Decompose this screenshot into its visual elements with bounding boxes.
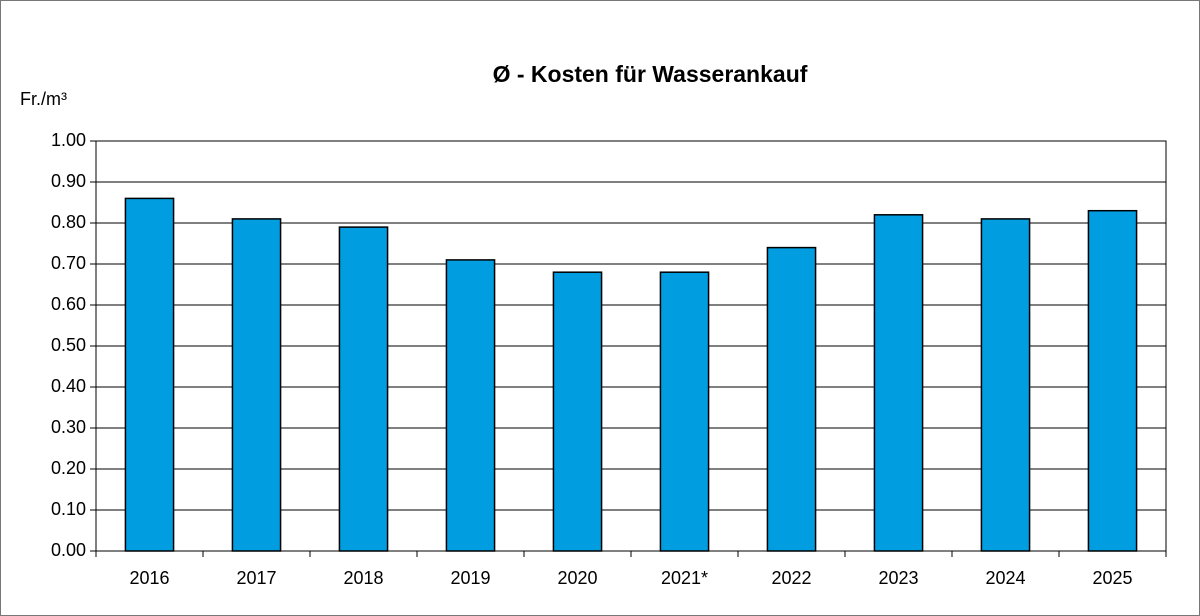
x-tick-label: 2025 <box>1092 568 1132 588</box>
x-tick-label: 2023 <box>878 568 918 588</box>
bar <box>338 226 389 552</box>
y-tick-label: 0.80 <box>51 212 86 232</box>
y-tick-label: 0.00 <box>51 540 86 560</box>
bar <box>445 259 496 552</box>
y-tick-label: 1.00 <box>51 130 86 150</box>
x-tick-label: 2020 <box>557 568 597 588</box>
x-tick-label: 2022 <box>771 568 811 588</box>
bar <box>124 197 175 552</box>
y-tick-label: 0.50 <box>51 335 86 355</box>
y-tick-label: 0.30 <box>51 417 86 437</box>
y-tick-label: 0.70 <box>51 253 86 273</box>
x-tick-label: 2018 <box>343 568 383 588</box>
bar <box>552 271 603 552</box>
bar <box>659 271 710 552</box>
bar <box>873 214 924 552</box>
x-tick-label: 2019 <box>450 568 490 588</box>
bar <box>231 218 282 552</box>
x-tick-label: 2017 <box>236 568 276 588</box>
bar <box>766 246 817 552</box>
x-tick-label: 2024 <box>985 568 1025 588</box>
x-tick-label: 2016 <box>129 568 169 588</box>
y-tick-label: 0.90 <box>51 171 86 191</box>
y-tick-label: 0.20 <box>51 458 86 478</box>
y-tick-label: 0.10 <box>51 499 86 519</box>
y-tick-label: 0.40 <box>51 376 86 396</box>
bar <box>980 218 1031 552</box>
chart-title: Ø - Kosten für Wasserankauf <box>493 61 808 87</box>
y-tick-label: 0.60 <box>51 294 86 314</box>
x-tick-label: 2021* <box>661 568 708 588</box>
y-axis-label: Fr./m³ <box>20 89 67 109</box>
bar <box>1087 209 1138 552</box>
